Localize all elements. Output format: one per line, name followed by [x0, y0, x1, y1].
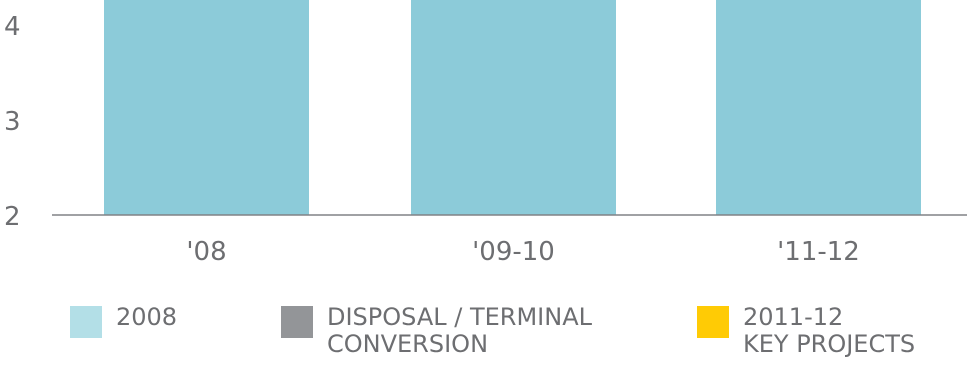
legend-label-2008: 2008 [116, 304, 177, 331]
legend-label-line: KEY PROJECTS [743, 330, 916, 358]
legend-label-line: 2011-12 [743, 303, 844, 331]
y-tick-label: 2 [4, 202, 21, 232]
legend-item-key-projects: 2011-12 KEY PROJECTS [697, 304, 915, 364]
legend-item-2008: 2008 [70, 304, 177, 364]
x-category-label: '09-10 [472, 237, 555, 267]
x-category-label: '08 [186, 237, 226, 267]
legend-label-line: DISPOSAL / TERMINAL [327, 303, 592, 331]
legend-label-disposal: DISPOSAL / TERMINAL CONVERSION [327, 304, 592, 358]
legend-swatch-key-projects [697, 306, 729, 338]
y-tick-label: 4 [4, 12, 21, 42]
bars [104, 0, 921, 215]
y-axis-ticks: 2 3 4 [4, 12, 21, 232]
legend-label-line: 2008 [116, 303, 178, 331]
y-tick-label: 3 [4, 107, 21, 137]
bar-segment [104, 0, 309, 215]
x-category-label: '11-12 [777, 237, 860, 267]
bar-segment [411, 0, 616, 215]
bar-chart: 2 3 4 '08 '09-10 '11-12 [4, 0, 967, 267]
legend-label-line: CONVERSION [327, 330, 489, 358]
legend-item-disposal: DISPOSAL / TERMINAL CONVERSION [281, 304, 592, 364]
x-axis-labels: '08 '09-10 '11-12 [186, 237, 859, 267]
legend-label-key-projects: 2011-12 KEY PROJECTS [743, 304, 915, 358]
legend-swatch-disposal [281, 306, 313, 338]
bar-segment [716, 0, 921, 215]
legend-swatch-2008 [70, 306, 102, 338]
